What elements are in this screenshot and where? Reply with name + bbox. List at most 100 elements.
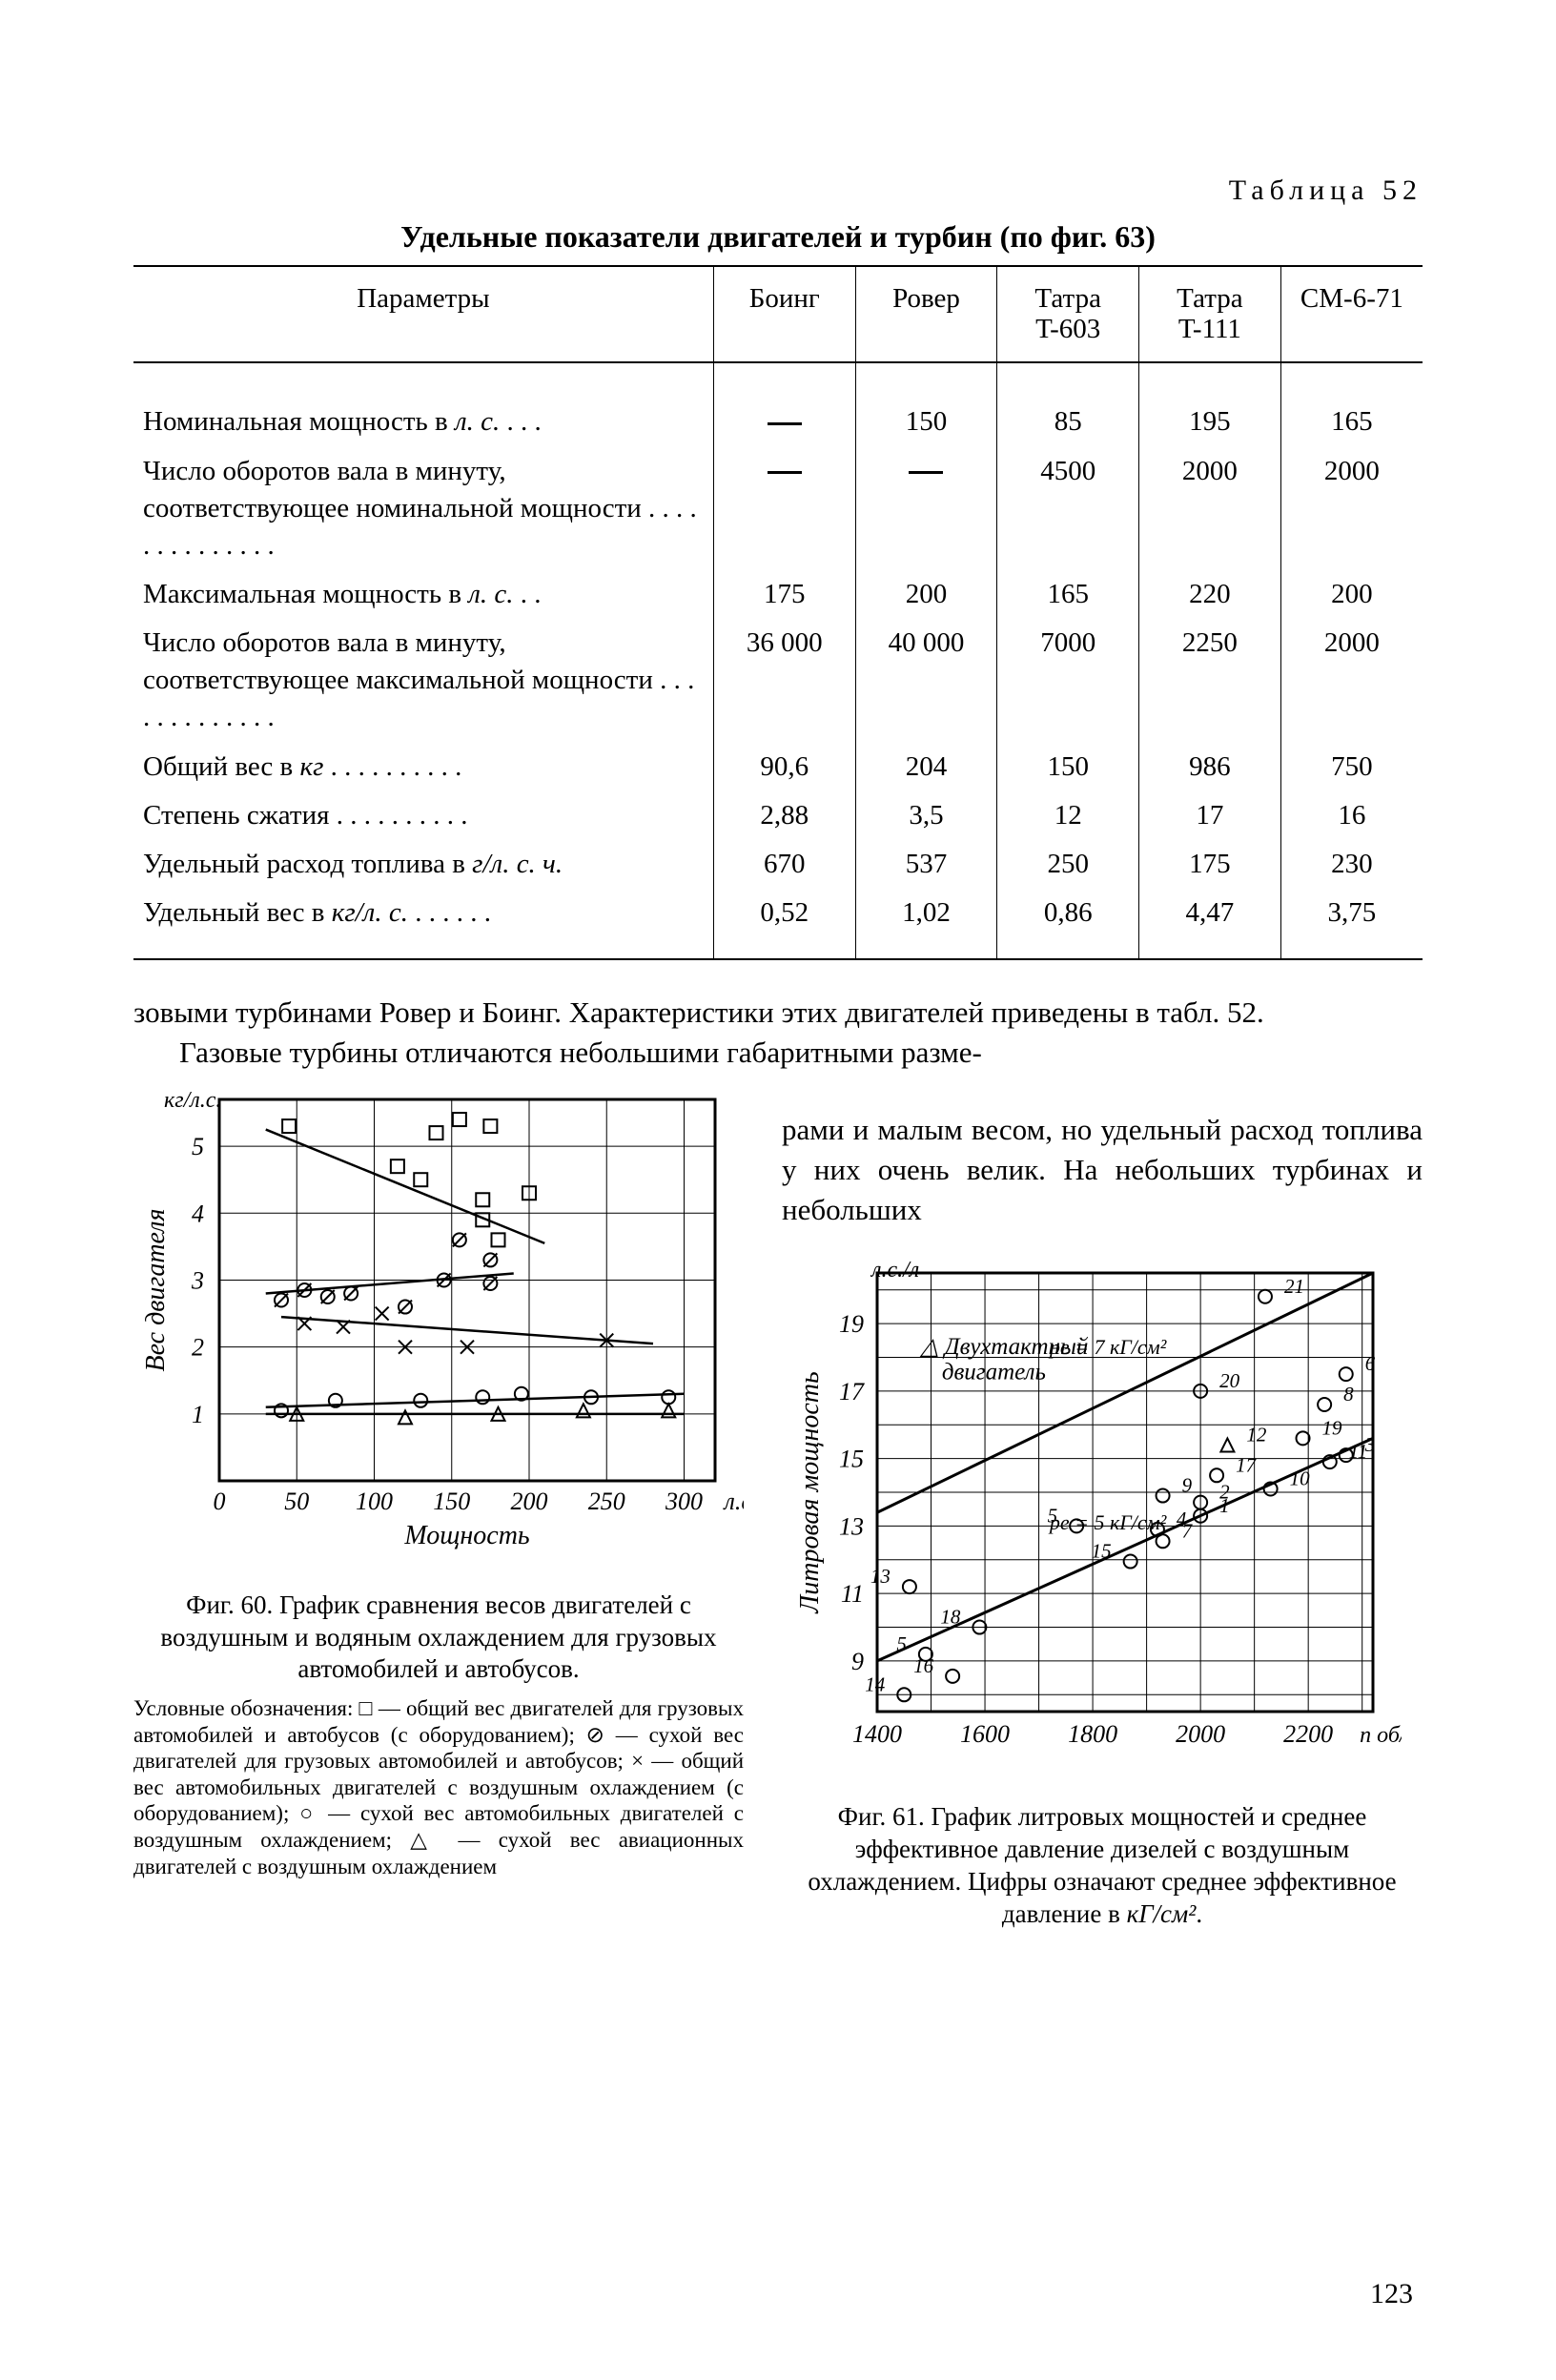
value-cell: 750 (1280, 743, 1423, 791)
value-cell: 165 (997, 570, 1139, 619)
svg-text:13: 13 (839, 1513, 864, 1541)
svg-text:4: 4 (192, 1200, 204, 1227)
value-cell: 90,6 (713, 743, 855, 791)
svg-text:Мощность: Мощность (403, 1521, 529, 1550)
value-cell: 2,88 (713, 791, 855, 840)
svg-text:150: 150 (433, 1488, 470, 1515)
param-cell: Номинальная мощность в л. с. . . . (133, 362, 713, 446)
value-cell: 12 (997, 791, 1139, 840)
value-cell: 2250 (1139, 619, 1281, 742)
svg-text:8: 8 (1343, 1383, 1354, 1405)
svg-text:0: 0 (214, 1488, 226, 1515)
value-cell: 2000 (1139, 447, 1281, 570)
value-cell: 175 (1139, 840, 1281, 889)
table-row: Максимальная мощность в л. с. . .1752001… (133, 570, 1423, 619)
value-cell: 3,75 (1280, 889, 1423, 959)
svg-text:5: 5 (896, 1632, 907, 1655)
value-cell (713, 362, 855, 446)
value-cell: 150 (855, 362, 997, 446)
value-cell: 85 (997, 362, 1139, 446)
value-cell: 17 (1139, 791, 1281, 840)
svg-text:кг/л.с.: кг/л.с. (164, 1088, 221, 1113)
value-cell: 175 (713, 570, 855, 619)
svg-text:9: 9 (1182, 1474, 1193, 1497)
svg-text:18: 18 (940, 1606, 961, 1629)
value-cell: 250 (997, 840, 1139, 889)
svg-text:11: 11 (1349, 1441, 1367, 1464)
svg-text:10: 10 (1290, 1467, 1311, 1490)
table-col-4: ТатраT-111 (1139, 266, 1281, 363)
svg-text:15: 15 (839, 1446, 864, 1473)
svg-text:300: 300 (665, 1488, 703, 1515)
fig61-caption: Фиг. 61. График литровых мощностей и сре… (782, 1801, 1423, 1930)
table-col-2: Ровер (855, 266, 997, 363)
value-cell: 0,52 (713, 889, 855, 959)
table-row: Номинальная мощность в л. с. . . .150851… (133, 362, 1423, 446)
value-cell: 165 (1280, 362, 1423, 446)
page: Таблица 52 Удельные показатели двигателе… (0, 0, 1556, 2380)
svg-text:11: 11 (841, 1581, 864, 1609)
table-title: Удельные показатели двигателей и турбин … (133, 216, 1423, 257)
body-text: зовыми турбинами Ровер и Боинг. Характер… (133, 993, 1423, 1073)
svg-text:2: 2 (192, 1333, 204, 1361)
svg-text:3: 3 (191, 1266, 204, 1294)
param-cell: Число оборотов вала в минуту, соответств… (133, 447, 713, 570)
svg-text:14: 14 (865, 1673, 886, 1696)
svg-text:△ Двухтактный: △ Двухтактный (919, 1334, 1089, 1360)
svg-text:21: 21 (1284, 1275, 1304, 1298)
value-cell: 36 000 (713, 619, 855, 742)
table-row: Общий вес в кг . . . . . . . . . .90,620… (133, 743, 1423, 791)
param-cell: Число оборотов вала в минуту, соответств… (133, 619, 713, 742)
svg-text:1: 1 (1219, 1494, 1230, 1517)
param-cell: Удельный вес в кг/л. с. . . . . . . (133, 889, 713, 959)
value-cell (855, 447, 997, 570)
svg-text:л.с.: л.с. (723, 1488, 745, 1515)
value-cell: 2000 (1280, 447, 1423, 570)
svg-text:20: 20 (1219, 1369, 1240, 1392)
para-right: рами и малым весом, но удельный расход т… (782, 1110, 1423, 1230)
value-cell: 670 (713, 840, 855, 889)
value-cell: 537 (855, 840, 997, 889)
svg-text:1400: 1400 (852, 1720, 902, 1748)
svg-text:250: 250 (588, 1488, 625, 1515)
table-col-0: Параметры (133, 266, 713, 363)
table-row: Число оборотов вала в минуту, соответств… (133, 619, 1423, 742)
svg-text:л.с./л: л.с./л (870, 1258, 919, 1282)
value-cell: 200 (1280, 570, 1423, 619)
table-row: Удельный вес в кг/л. с. . . . . . .0,521… (133, 889, 1423, 959)
column-left: 050100150200250300л.с.12345кг/л.с.Мощнос… (133, 1080, 744, 1931)
svg-text:15: 15 (1092, 1540, 1112, 1563)
svg-text:Литровая мощность: Литровая мощность (795, 1372, 825, 1614)
page-number: 123 (1370, 2275, 1413, 2314)
specs-table: ПараметрыБоингРоверТатраT-603ТатраT-111С… (133, 265, 1423, 960)
svg-text:п об/мин: п об/мин (1360, 1723, 1402, 1748)
svg-text:5: 5 (192, 1133, 204, 1160)
svg-text:7: 7 (1182, 1520, 1194, 1543)
para-1: зовыми турбинами Ровер и Боинг. Характер… (133, 993, 1423, 1033)
fig60-legend: Условные обозначения: □ — общий вес двиг… (133, 1695, 744, 1879)
value-cell (713, 447, 855, 570)
value-cell: 40 000 (855, 619, 997, 742)
value-cell: 1,02 (855, 889, 997, 959)
svg-text:200: 200 (511, 1488, 548, 1515)
svg-text:19: 19 (1322, 1417, 1343, 1440)
svg-text:2200: 2200 (1283, 1720, 1333, 1748)
value-cell: 195 (1139, 362, 1281, 446)
value-cell: 4,47 (1139, 889, 1281, 959)
svg-text:9: 9 (851, 1648, 864, 1675)
table-col-1: Боинг (713, 266, 855, 363)
table-row: Степень сжатия . . . . . . . . . .2,883,… (133, 791, 1423, 840)
value-cell: 0,86 (997, 889, 1139, 959)
fig60-caption: Фиг. 60. График сравнения весов двигател… (133, 1590, 744, 1686)
value-cell: 2000 (1280, 619, 1423, 742)
two-column-region: 050100150200250300л.с.12345кг/л.с.Мощнос… (133, 1080, 1423, 1931)
param-cell: Общий вес в кг . . . . . . . . . . (133, 743, 713, 791)
svg-text:Вес двигателя: Вес двигателя (141, 1208, 171, 1371)
value-cell: 16 (1280, 791, 1423, 840)
para-2: Газовые турбины отличаются небольшими га… (133, 1033, 1423, 1073)
svg-text:5: 5 (1048, 1505, 1058, 1528)
svg-text:1800: 1800 (1068, 1720, 1117, 1748)
value-cell: 986 (1139, 743, 1281, 791)
svg-text:pe = 5 кГ/см²: pe = 5 кГ/см² (1048, 1510, 1167, 1534)
table-row: Удельный расход топлива в г/л. с. ч.6705… (133, 840, 1423, 889)
